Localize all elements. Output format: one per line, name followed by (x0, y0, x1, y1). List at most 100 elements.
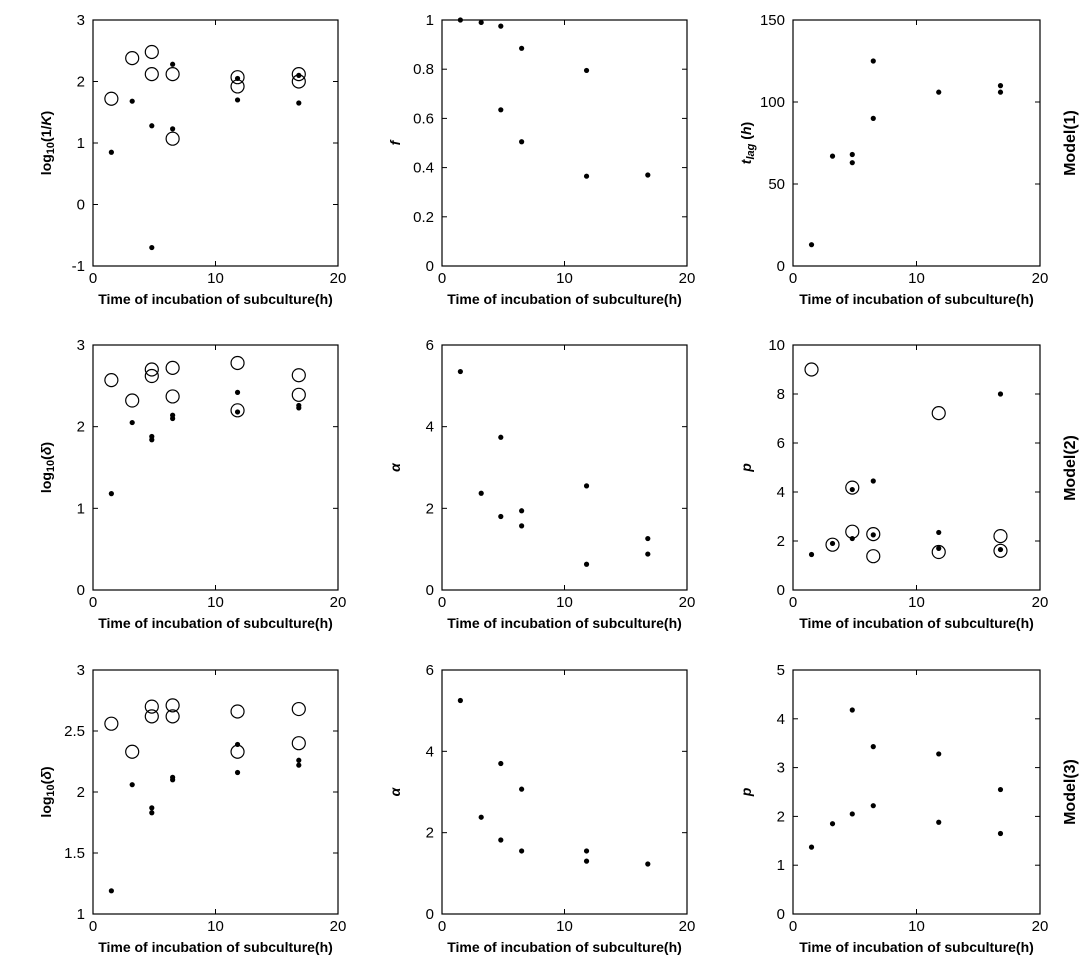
filled-dot-point (498, 434, 504, 440)
filled-dot-point (478, 490, 484, 496)
y-tick-label: 2 (77, 784, 85, 801)
filled-dot-point (583, 173, 590, 179)
x-tick-label: 0 (89, 270, 97, 287)
panel-r3c3: 0 10 20 0 1 2 3 4 5 Time of incubation of subcult… (738, 662, 1048, 955)
x-tick-label: 10 (908, 594, 925, 611)
filled-dot-point (170, 415, 176, 422)
x-tick-label: 20 (679, 270, 696, 287)
y-tick-label: 2 (777, 808, 785, 825)
y-tick-label: 6 (426, 662, 434, 679)
y-axis-label-part: h (738, 126, 754, 135)
filled-dot-point (129, 419, 135, 426)
filled-dot-point (936, 529, 942, 536)
filled-dot-point (808, 551, 815, 558)
y-tick-label: 0.6 (413, 110, 434, 127)
y-tick-label: 2 (77, 74, 85, 91)
filled-dot-point (296, 762, 302, 768)
plot-frame (441, 669, 688, 915)
x-tick-label: 0 (438, 594, 446, 611)
filled-dot-point (997, 786, 1004, 793)
filled-dot-point (170, 61, 176, 67)
open-circle-point (931, 406, 946, 421)
filled-dot-point (645, 535, 651, 542)
row-label-model-1: Model(1) (1062, 110, 1079, 176)
panel-r3c2: 0 10 20 0 2 4 6 Time of incubation of subcultur… (387, 662, 695, 955)
open-circle-point (165, 709, 180, 724)
filled-dot-point (997, 546, 1004, 553)
y-tick-label: 0 (426, 906, 434, 923)
filled-dot-point (519, 523, 525, 529)
y-tick-label: 3 (777, 760, 785, 777)
open-circle-point (144, 67, 159, 82)
y-axis-label-part: ) (738, 122, 754, 127)
y-tick-label: 0.8 (413, 61, 434, 78)
y-axis-label: α (387, 462, 403, 472)
open-circle-point (804, 362, 819, 377)
filled-dot-point (645, 172, 651, 178)
open-circle-point (125, 744, 140, 759)
open-circle-point (291, 701, 306, 717)
filled-dot-point (234, 769, 241, 776)
open-circle-point (993, 528, 1008, 544)
y-tick-label: 6 (426, 337, 434, 354)
filled-dot-point (234, 409, 241, 415)
y-axis-label-part: t (738, 158, 754, 164)
filled-dot-point (870, 744, 876, 750)
filled-dot-point (498, 837, 504, 843)
open-circle-point (230, 704, 245, 719)
x-tick-label: 20 (330, 594, 347, 611)
y-tick-label: 1.5 (64, 845, 85, 862)
filled-dot-point (870, 803, 876, 809)
x-tick-label: 10 (207, 594, 224, 611)
x-tick-label: 10 (556, 918, 573, 935)
y-tick-label: 0 (77, 582, 85, 599)
x-tick-label: 0 (438, 270, 446, 287)
filled-dot-point (583, 67, 590, 74)
filled-dot-point (457, 697, 463, 704)
y-tick-label: 2 (777, 533, 785, 550)
filled-dot-point (498, 513, 504, 520)
y-tick-label: 4 (777, 711, 785, 728)
filled-dot-point (936, 819, 942, 825)
filled-dot-point (234, 75, 241, 82)
row-label-model-2: Model(2) (1062, 435, 1079, 501)
y-axis-label-part: lag (745, 143, 757, 159)
filled-dot-point (936, 751, 942, 757)
x-axis-label: Time of incubation of subculture(h) (98, 615, 333, 631)
y-axis-label-part: ( (38, 779, 54, 784)
panel-r2c2: 0 10 20 0 2 4 6 Time of incubation of subcultur… (387, 337, 695, 631)
open-circle-point (291, 67, 306, 82)
y-axis-label: f (387, 139, 403, 145)
open-circle-point (144, 368, 159, 384)
filled-dot-point (234, 97, 241, 103)
y-axis-label-part: ) (38, 442, 54, 447)
y-axis-label-part: K (38, 115, 54, 126)
row-label-model-3: Model(3) (1062, 759, 1079, 825)
filled-dot-point (234, 741, 241, 748)
filled-dot-point (498, 760, 504, 767)
x-tick-label: 20 (330, 270, 347, 287)
y-tick-label: 8 (777, 386, 785, 403)
filled-dot-point (583, 858, 590, 864)
open-circle-point (291, 736, 306, 751)
y-axis-label: log10(1/K) (38, 111, 57, 175)
filled-dot-point (829, 540, 836, 547)
x-axis-label: Time of incubation of subculture(h) (447, 939, 682, 955)
filled-dot-point (645, 861, 651, 867)
panel-r2c3: 0 10 20 0 2 4 6 8 10 Time of incubation of subcul… (738, 337, 1048, 631)
y-tick-label: 4 (426, 419, 434, 436)
x-tick-label: 10 (556, 594, 573, 611)
filled-dot-point (829, 153, 836, 159)
filled-dot-point (849, 707, 855, 713)
y-axis-label: p (738, 463, 754, 473)
panel-r1c3: 0 10 20 0 50 100 150 Time of incubation of subc… (738, 12, 1048, 307)
open-circle-point (866, 549, 881, 564)
y-tick-label: -1 (72, 258, 85, 275)
y-tick-label: 2 (426, 500, 434, 517)
y-tick-label: 0 (777, 258, 785, 275)
y-tick-label: 1 (777, 857, 785, 874)
x-tick-label: 0 (789, 918, 797, 935)
x-axis-label: Time of incubation of subculture(h) (447, 615, 682, 631)
